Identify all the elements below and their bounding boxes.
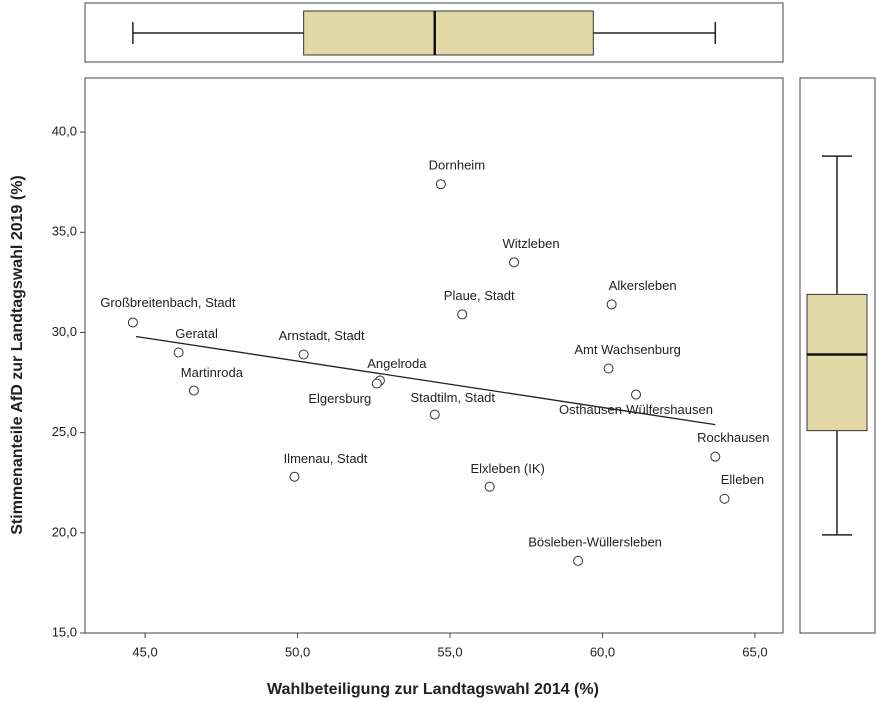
point	[127, 317, 138, 328]
x-axis-title: Wahlbeteiligung zur Landtagswahl 2014 (%…	[267, 681, 599, 698]
point-label: Geratal	[175, 326, 218, 341]
x-tick-label: 55,0	[437, 644, 462, 659]
point	[429, 409, 440, 420]
point-label: Osthausen-Wülfershausen	[559, 402, 713, 417]
point	[435, 179, 446, 190]
point-label: Elleben	[721, 472, 764, 487]
point	[573, 555, 584, 566]
y-axis-title: Stimmenanteile AfD zur Landtagswahl 2019…	[9, 175, 26, 534]
point-label: Alkersleben	[609, 278, 677, 293]
y-tick-label: 20,0	[52, 524, 77, 539]
point	[484, 481, 495, 492]
point-label: Angelroda	[367, 356, 427, 371]
point-label: Plaue, Stadt	[444, 288, 515, 303]
point	[371, 378, 382, 389]
point	[457, 309, 468, 320]
y-tick-label: 40,0	[52, 124, 77, 139]
y-tick-label: 25,0	[52, 424, 77, 439]
point	[719, 493, 730, 504]
point	[289, 471, 300, 482]
x-tick-label: 45,0	[132, 644, 157, 659]
point-label: Ilmenau, Stadt	[284, 451, 368, 466]
box	[303, 10, 594, 56]
point-label: Amt Wachsenburg	[574, 342, 680, 357]
x-tick-label: 60,0	[590, 644, 615, 659]
point-label: Bösleben-Wüllersleben	[528, 534, 662, 549]
x-tick-label: 65,0	[742, 644, 767, 659]
box	[806, 293, 868, 432]
point	[509, 257, 520, 268]
point	[603, 363, 614, 374]
point	[606, 299, 617, 310]
point-label: Elgersburg	[308, 391, 371, 406]
point-label: Großbreitenbach, Stadt	[100, 295, 236, 310]
point-label: Martinroda	[181, 365, 244, 380]
trend-line	[135, 335, 716, 426]
point-label: Rockhausen	[697, 430, 769, 445]
x-tick-label: 50,0	[285, 644, 310, 659]
y-tick-label: 30,0	[52, 324, 77, 339]
point	[710, 451, 721, 462]
point	[298, 349, 309, 360]
point-label: Witzleben	[503, 236, 560, 251]
point	[173, 347, 184, 358]
point	[188, 385, 199, 396]
y-tick-label: 15,0	[52, 624, 77, 639]
point-label: Elxleben (IK)	[470, 461, 544, 476]
y-tick-label: 35,0	[52, 224, 77, 239]
point-label: Stadtilm, Stadt	[410, 390, 495, 405]
plot-panel	[84, 77, 784, 634]
point-label: Arnstadt, Stadt	[279, 328, 365, 343]
point-label: Dornheim	[429, 158, 485, 173]
point	[631, 389, 642, 400]
